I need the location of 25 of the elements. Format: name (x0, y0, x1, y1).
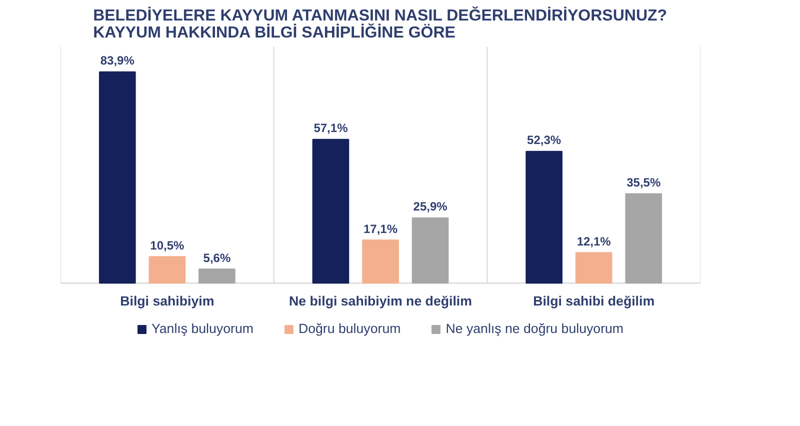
bar (362, 240, 399, 284)
legend-label: Yanlış buluyorum (151, 321, 254, 336)
data-label: 25,9% (413, 200, 448, 214)
data-label: 35,5% (626, 176, 661, 190)
bar (526, 150, 562, 284)
data-label: 57,1% (314, 121, 348, 136)
bar (575, 252, 612, 284)
data-label: 83,9% (100, 54, 135, 68)
legend-label: Ne yanlış ne doğru buluyorum (446, 321, 624, 336)
data-label: 52,3% (527, 133, 562, 148)
bar (312, 138, 350, 284)
bar (412, 217, 449, 284)
bar (198, 268, 236, 284)
bar (98, 71, 136, 284)
chart-title: BELEDİYELERE KAYYUM ATANMASINI NASIL DEĞERLENDİRİYORSUNUZ? KAYYUM HAKKINDA BİLGİ SAHİPLİĞİNE GÖRE (93, 6, 668, 42)
data-label: 5,6% (203, 250, 231, 265)
x-tick-label: Ne bilgi sahibiyim ne değilim (289, 294, 472, 309)
x-tick-label: Bilgi sahibiyim (120, 294, 214, 309)
bar (625, 193, 662, 284)
x-tick-label: Bilgi sahibi değilim (533, 294, 655, 309)
data-label: 10,5% (150, 238, 185, 252)
legend-label: Doğru buluyorum (298, 321, 401, 336)
data-label: 12,1% (576, 234, 612, 248)
data-label: 17,1% (363, 222, 398, 236)
bar (148, 256, 186, 284)
